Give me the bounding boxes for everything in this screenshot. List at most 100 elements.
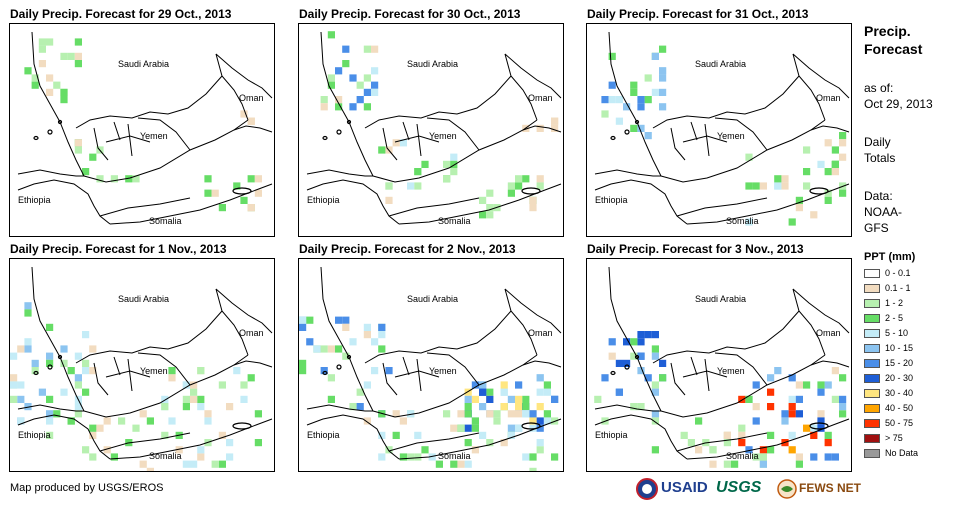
forecast-cell [89, 453, 97, 461]
forecast-cell [479, 431, 487, 439]
forecast-cell [738, 395, 746, 403]
forecast-cell [543, 388, 551, 396]
forecast-cell [371, 367, 379, 375]
forecast-cell [659, 67, 667, 75]
forecast-cell [38, 45, 46, 53]
forecast-cell [630, 124, 638, 132]
island-outline [610, 370, 616, 376]
forecast-cell [831, 168, 839, 176]
legend-title-line2: Forecast [864, 41, 923, 57]
country-border [676, 432, 768, 452]
forecast-cell [817, 388, 825, 396]
forecast-cell [363, 323, 371, 331]
forecast-cell [803, 168, 811, 176]
forecast-cell [240, 110, 248, 118]
forecast-cell [89, 431, 97, 439]
forecast-cell [817, 417, 825, 425]
country-border [398, 183, 562, 225]
island-outline [232, 422, 252, 430]
country-border [426, 117, 480, 151]
country-border [215, 53, 249, 121]
country-border [306, 404, 373, 412]
forecast-cell [471, 446, 479, 454]
forecast-cell [831, 395, 839, 403]
forecast-cell [486, 204, 494, 212]
forecast-cell [327, 374, 335, 382]
country-border [372, 119, 538, 183]
label-somalia: Somalia [438, 451, 471, 461]
label-saudi-arabia: Saudi Arabia [118, 59, 170, 69]
legend-data-line1: Data: [864, 189, 893, 203]
country-border [792, 53, 850, 99]
country-border [504, 288, 538, 356]
legend-title: Precip. Forecast [864, 22, 954, 58]
forecast-cell [399, 453, 407, 461]
legend-swatch [864, 344, 880, 353]
forecast-cell [74, 52, 82, 60]
forecast-cell [392, 431, 400, 439]
forecast-cell [515, 395, 523, 403]
country-border [810, 360, 850, 368]
forecast-cell [515, 424, 523, 432]
legend-class-label: 0.1 - 1 [885, 283, 911, 293]
forecast-cell [781, 182, 789, 190]
forecast-cell [407, 410, 415, 418]
forecast-cell [486, 388, 494, 396]
forecast-cell [529, 424, 537, 432]
forecast-cell [659, 88, 667, 96]
label-saudi-arabia: Saudi Arabia [407, 59, 459, 69]
forecast-cell [781, 175, 789, 183]
label-saudi-arabia: Saudi Arabia [695, 294, 747, 304]
forecast-cell [486, 189, 494, 197]
forecast-cell [774, 175, 782, 183]
forecast-cell [507, 189, 515, 197]
country-border [504, 53, 562, 99]
forecast-cell [190, 381, 198, 389]
label-saudi-arabia: Saudi Arabia [118, 294, 170, 304]
forecast-cell [608, 338, 616, 346]
country-border [676, 197, 768, 217]
forecast-cell [82, 331, 90, 339]
label-ethiopia: Ethiopia [595, 430, 628, 440]
forecast-cell [752, 453, 760, 461]
forecast-cell [74, 146, 82, 154]
forecast-cell [82, 367, 90, 375]
forecast-cell [615, 117, 623, 125]
legend-swatch [864, 374, 880, 383]
forecast-cell [139, 410, 147, 418]
forecast-cell [630, 88, 638, 96]
country-border [99, 197, 191, 217]
forecast-cell [10, 374, 18, 382]
forecast-cell [356, 403, 364, 411]
forecast-cell [515, 410, 523, 418]
forecast-cell [824, 196, 832, 204]
forecast-cell [529, 196, 537, 204]
forecast-cell [745, 218, 753, 226]
label-saudi-arabia: Saudi Arabia [695, 59, 747, 69]
forecast-cell [529, 453, 537, 461]
forecast-cell [306, 338, 314, 346]
forecast-cell [46, 88, 54, 96]
forecast-cell [204, 410, 212, 418]
label-yemen: Yemen [140, 131, 168, 141]
forecast-cell [190, 388, 198, 396]
legend-data-line2: NOAA- [864, 205, 903, 219]
forecast-cell [493, 417, 501, 425]
forecast-cell [788, 410, 796, 418]
forecast-cell [788, 218, 796, 226]
island-outline [346, 119, 352, 125]
forecast-cell [89, 345, 97, 353]
forecast-cell [500, 381, 508, 389]
forecast-cell [536, 417, 544, 425]
legend-daily-line1: Daily [864, 135, 891, 149]
country-border [426, 352, 480, 386]
forecast-cell [795, 410, 803, 418]
forecast-cell [795, 460, 803, 468]
forecast-cell [371, 338, 379, 346]
legend-class-label: No Data [885, 448, 919, 458]
forecast-cell [74, 139, 82, 147]
forecast-cell [788, 403, 796, 411]
forecast-cell [363, 45, 371, 53]
label-oman: Oman [239, 328, 264, 338]
forecast-cell [644, 132, 652, 140]
